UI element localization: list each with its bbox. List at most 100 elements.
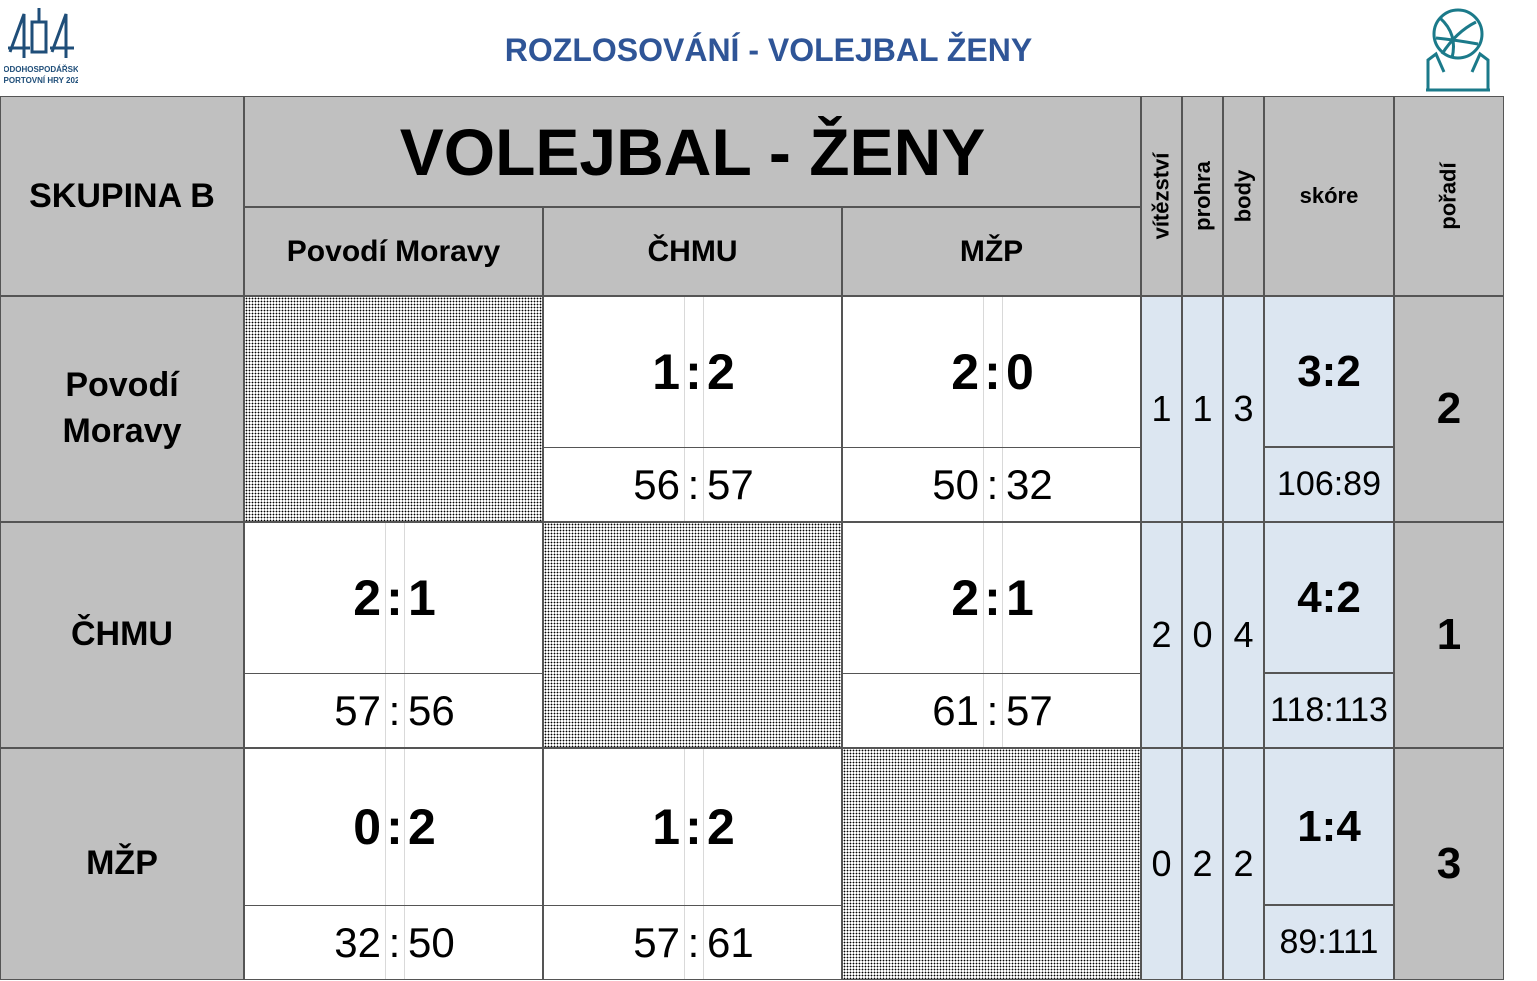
separator: :	[685, 798, 702, 855]
table-title: VOLEJBAL - ŽENY	[244, 96, 1141, 207]
stat-wins: 1	[1141, 296, 1182, 522]
home-points: 57	[633, 918, 680, 966]
separator: :	[388, 686, 401, 734]
group-label: SKUPINA B	[0, 96, 244, 296]
away-points: 57	[707, 460, 754, 508]
separator: :	[687, 460, 700, 508]
separator: :	[986, 686, 999, 734]
column-header-text: skóre	[1299, 183, 1359, 208]
match-cell	[244, 522, 543, 748]
cell-divider	[543, 905, 842, 906]
home-points: 61	[932, 686, 979, 734]
column-team: MŽP	[842, 207, 1141, 296]
row-team: Povodí Moravy	[0, 296, 244, 522]
cell-divider	[703, 297, 704, 521]
cell-divider	[684, 749, 685, 979]
cell-divider	[385, 749, 386, 979]
cell-divider	[1002, 523, 1003, 747]
match-cell	[842, 296, 1141, 522]
away-points: 56	[408, 686, 455, 734]
home-points: 32	[334, 918, 381, 966]
column-header-text: vítězství	[1148, 152, 1174, 240]
rank: 3	[1394, 748, 1504, 980]
cell-divider	[385, 523, 386, 747]
away-sets: 1	[408, 569, 436, 626]
stat-losses: 2	[1182, 748, 1223, 980]
separator: :	[984, 569, 1001, 626]
home-sets: 1	[652, 343, 680, 400]
home-sets: 1	[652, 798, 680, 855]
cell-divider	[703, 749, 704, 979]
set-score: 1:4	[1264, 748, 1394, 905]
away-sets: 2	[707, 343, 735, 400]
match-cell	[244, 748, 543, 980]
column-header-text: body	[1230, 169, 1256, 223]
cell-divider	[983, 523, 984, 747]
match-cell	[543, 748, 842, 980]
separator: :	[984, 343, 1001, 400]
away-sets: 2	[408, 798, 436, 855]
home-points: 57	[334, 686, 381, 734]
home-sets: 2	[353, 569, 381, 626]
set-score: 4:2	[1264, 522, 1394, 673]
cell-divider	[543, 447, 842, 448]
ball-score: 106:89	[1264, 447, 1394, 522]
column-header: pořadí	[1394, 96, 1504, 296]
ball-score: 89:111	[1264, 905, 1394, 980]
column-team: Povodí Moravy	[244, 207, 543, 296]
separator: :	[386, 798, 403, 855]
cell-divider	[684, 297, 685, 521]
column-header: skóre	[1264, 96, 1394, 296]
stat-wins: 0	[1141, 748, 1182, 980]
cell-divider	[983, 297, 984, 521]
separator: :	[986, 460, 999, 508]
stat-points: 3	[1223, 296, 1264, 522]
diagonal-cell	[244, 296, 543, 522]
column-team: ČHMU	[543, 207, 842, 296]
home-points: 56	[633, 460, 680, 508]
separator: :	[386, 569, 403, 626]
left-logo: VODOHOSPODÁŘSKÉ SPORTOVNÍ HRY 2024	[4, 8, 78, 85]
stat-losses: 1	[1182, 296, 1223, 522]
diagonal-cell	[842, 748, 1141, 980]
column-header-text: pořadí	[1435, 162, 1461, 230]
rank: 2	[1394, 296, 1504, 522]
stat-points: 2	[1223, 748, 1264, 980]
home-sets: 0	[353, 798, 381, 855]
home-points: 50	[932, 460, 979, 508]
row-team: ČHMU	[0, 522, 244, 748]
cell-divider	[404, 523, 405, 747]
cell-divider	[244, 905, 543, 906]
away-points: 32	[1006, 460, 1053, 508]
page-title: ROZLOSOVÁNÍ - VOLEJBAL ŽENY	[504, 31, 1033, 68]
away-sets: 2	[707, 798, 735, 855]
row-team: MŽP	[0, 748, 244, 980]
diagonal-cell	[543, 522, 842, 748]
away-sets: 1	[1006, 569, 1034, 626]
cell-divider	[842, 447, 1141, 448]
away-sets: 0	[1006, 343, 1034, 400]
separator: :	[685, 343, 702, 400]
ball-score: 118:113	[1264, 673, 1394, 748]
stat-wins: 2	[1141, 522, 1182, 748]
set-score: 3:2	[1264, 296, 1394, 447]
column-header: body	[1223, 96, 1264, 296]
match-cell	[543, 296, 842, 522]
away-points: 61	[707, 918, 754, 966]
away-points: 50	[408, 918, 455, 966]
separator: :	[388, 918, 401, 966]
cell-divider	[1002, 297, 1003, 521]
logo-line: VODOHOSPODÁŘSKÉ	[4, 65, 78, 74]
separator: :	[687, 918, 700, 966]
column-header: vítězství	[1141, 96, 1182, 296]
home-sets: 2	[951, 343, 979, 400]
cell-divider	[842, 673, 1141, 674]
column-header: prohra	[1182, 96, 1223, 296]
cell-divider	[244, 673, 543, 674]
home-sets: 2	[951, 569, 979, 626]
rank: 1	[1394, 522, 1504, 748]
logo-line: SPORTOVNÍ HRY 2024	[4, 76, 78, 85]
stat-losses: 0	[1182, 522, 1223, 748]
column-header-text: prohra	[1189, 161, 1215, 231]
